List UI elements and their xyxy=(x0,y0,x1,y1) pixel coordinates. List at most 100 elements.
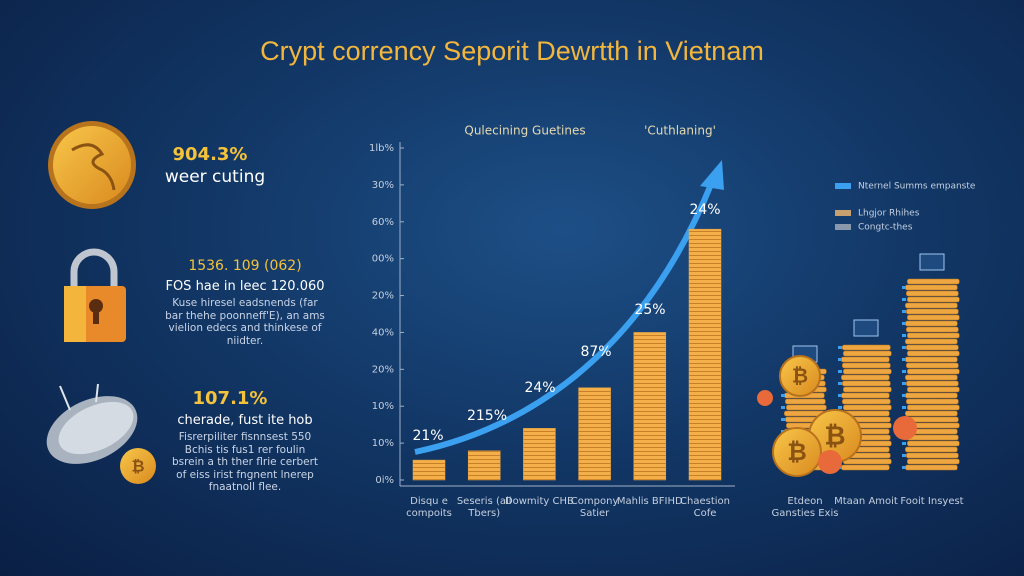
bubble xyxy=(757,390,773,406)
stack-card xyxy=(919,253,945,271)
coin-dot xyxy=(902,310,906,313)
coin-layer xyxy=(907,350,960,357)
coin-layer xyxy=(842,344,891,351)
annotation: 87% xyxy=(580,344,611,360)
y-tick-label: 1lb% xyxy=(369,143,394,154)
coin-layer xyxy=(907,458,960,465)
coin-layer xyxy=(907,368,960,375)
y-tick-label: 10% xyxy=(372,401,394,412)
coin-layer xyxy=(905,356,958,363)
arrow-head xyxy=(700,160,724,190)
stack-label: Fooit Insyest xyxy=(900,496,964,507)
coin-layer xyxy=(905,320,958,327)
coin-stack xyxy=(902,253,960,471)
coin-layer xyxy=(906,344,959,351)
coin-layer xyxy=(907,386,960,393)
legend-swatch xyxy=(835,224,851,230)
coin-layer xyxy=(907,404,960,411)
coin-dot xyxy=(902,406,906,409)
coin-dot xyxy=(902,286,906,289)
stat-heading: cherade, fust ite hob xyxy=(177,413,313,428)
coin xyxy=(772,427,822,477)
legend-label: Nternel Summs empanste xyxy=(858,182,976,192)
coin-layer xyxy=(841,392,890,399)
coin xyxy=(779,355,821,397)
x-tick-label: Mahlis BFIHD xyxy=(616,496,683,507)
coin-layer xyxy=(906,290,959,297)
legend-label: Congtc-thes xyxy=(858,223,913,233)
coin-symbol: ₿ xyxy=(824,422,845,452)
bar xyxy=(467,450,501,481)
annotation: 25% xyxy=(634,302,665,318)
stat-value: 107.1% xyxy=(192,388,268,409)
bar xyxy=(688,228,722,481)
coin-layer xyxy=(842,380,891,387)
legend-swatch xyxy=(835,183,851,189)
coin-dot xyxy=(902,454,906,457)
page-title: Crypt corrency Seporit Dewrtth in Vietna… xyxy=(260,36,764,66)
coin-dot xyxy=(902,370,906,373)
y-tick-label: 00% xyxy=(372,254,394,265)
coin-layer xyxy=(907,278,960,285)
coin-layer xyxy=(906,380,959,387)
coin-dot xyxy=(902,322,906,325)
stack-card xyxy=(853,319,879,337)
coin-layer xyxy=(905,410,958,417)
coin-dot xyxy=(781,394,785,397)
bar xyxy=(633,332,667,481)
coin-symbol: ₿ xyxy=(792,364,808,388)
x-tick-label: Seseris (all Tbers) xyxy=(456,496,512,519)
series-label: 'Cuthlaning' xyxy=(644,124,716,138)
coin-layer xyxy=(907,332,960,339)
svg-text:₿: ₿ xyxy=(131,457,144,476)
coin-layer xyxy=(841,464,890,471)
coin-icon xyxy=(48,121,136,209)
coin-layer xyxy=(841,374,890,381)
y-tick-label: 0i% xyxy=(375,475,394,486)
padlock-icon xyxy=(64,248,126,342)
coin-dot xyxy=(781,406,785,409)
coin-dot xyxy=(838,358,842,361)
coin-dot xyxy=(838,394,842,397)
legend-swatch xyxy=(835,210,851,216)
bubble xyxy=(818,450,842,474)
annotation: 215% xyxy=(467,408,507,424)
coin-layer xyxy=(907,314,960,321)
coin-dot xyxy=(902,298,906,301)
coin-dot xyxy=(838,370,842,373)
legend-label: Lhgjor Rhihes xyxy=(858,209,920,219)
coin-dot xyxy=(902,382,906,385)
coin-layer xyxy=(905,374,958,381)
y-tick-label: 20% xyxy=(372,364,394,375)
stat-heading: weer cuting xyxy=(164,167,266,187)
x-tick-label: Chaestion Cofe xyxy=(680,496,730,519)
annotation: 21% xyxy=(412,428,443,444)
bar xyxy=(412,459,446,481)
stat-description: Kuse hiresel eadsnends (far bar thehe po… xyxy=(165,297,325,347)
coin-layer xyxy=(906,398,959,405)
coin-layer xyxy=(843,368,892,375)
y-tick-label: 10% xyxy=(372,438,394,449)
stack-label: Etdeon Gansties Exis xyxy=(771,496,839,519)
coin-layer xyxy=(905,392,958,399)
coin-dot xyxy=(838,406,842,409)
coin-symbol: ₿ xyxy=(787,438,807,466)
stat-value: 1536. 109 (062) xyxy=(188,258,302,274)
y-tick-label: 30% xyxy=(372,180,394,191)
x-tick-label: Disqu e compoits xyxy=(406,496,452,519)
coin-layer xyxy=(905,446,958,453)
x-tick-label: Compony Satier xyxy=(570,496,619,519)
x-tick-label: Dowmity CHB xyxy=(504,496,574,507)
coin-layer xyxy=(842,398,891,405)
annotation: 24% xyxy=(689,202,720,218)
bar xyxy=(523,428,556,481)
coin-dot xyxy=(838,346,842,349)
coin-layer xyxy=(843,458,892,465)
trend-arrow xyxy=(414,180,715,455)
coin-layer xyxy=(905,338,958,345)
coin-layer xyxy=(906,362,959,369)
coin-layer xyxy=(905,464,958,471)
coin-layer xyxy=(907,296,960,303)
